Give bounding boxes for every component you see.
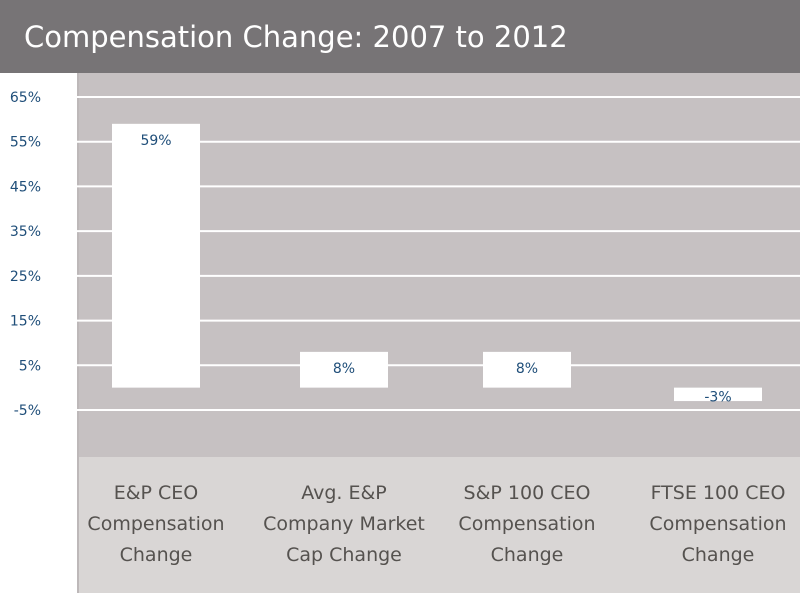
y-tick-label: -5% <box>14 403 41 419</box>
x-category-label-line: Compensation <box>87 513 225 535</box>
x-category-label-line: Cap Change <box>286 544 402 566</box>
x-category-label-line: Compensation <box>458 513 596 535</box>
y-tick-label: 65% <box>10 90 41 106</box>
data-label: 8% <box>333 361 355 377</box>
bar <box>483 351 571 388</box>
x-category-label-line: Avg. E&P <box>301 482 387 504</box>
x-category-label: E&P CEO Compensation Change <box>71 478 241 571</box>
x-category-label-line: Change <box>681 544 755 566</box>
x-category-label-line: Company Market <box>263 513 425 535</box>
x-category-label-line: E&P CEO <box>113 482 199 504</box>
bar <box>300 351 388 388</box>
x-category-label: S&P 100 CEO Compensation Change <box>442 478 612 571</box>
y-tick-label: 25% <box>10 269 41 285</box>
bar <box>112 123 200 388</box>
y-tick-label: 45% <box>10 179 41 195</box>
x-category-label-line: FTSE 100 CEO <box>650 482 786 504</box>
x-category-label: Avg. E&P Company Market Cap Change <box>259 478 429 571</box>
title-bar: Compensation Change: 2007 to 2012 <box>0 0 800 73</box>
x-category-label: FTSE 100 CEO Compensation Change <box>633 478 800 571</box>
data-label: 59% <box>140 133 171 149</box>
x-category-label-line: Change <box>119 544 193 566</box>
x-category-label-line: S&P 100 CEO <box>463 482 591 504</box>
x-category-label-line: Compensation <box>649 513 787 535</box>
y-tick-label: 5% <box>19 358 41 374</box>
chart-title: Compensation Change: 2007 to 2012 <box>24 20 568 54</box>
x-category-label-line: Change <box>490 544 564 566</box>
data-label: 8% <box>516 361 538 377</box>
y-tick-label: 55% <box>10 135 41 151</box>
category-band <box>78 457 800 593</box>
data-label: -3% <box>704 390 731 406</box>
y-tick-label: 15% <box>10 314 41 330</box>
y-tick-label: 35% <box>10 224 41 240</box>
bar <box>674 387 762 402</box>
